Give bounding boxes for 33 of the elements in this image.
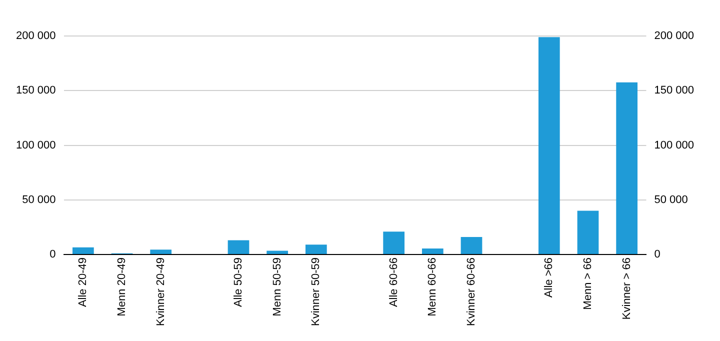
- x-tick-label: Alle 20-49: [77, 258, 90, 308]
- x-tick-label: Kvinner 50-59: [310, 258, 322, 326]
- x-tick-label: Menn 50-59: [271, 258, 284, 316]
- bar: [577, 210, 599, 254]
- bar: [383, 232, 405, 254]
- bar: [305, 244, 327, 254]
- bar: [538, 37, 560, 254]
- x-tick-label: Kvinner 60-66: [466, 258, 478, 326]
- x-tick-label: Alle 50-59: [232, 258, 245, 308]
- x-tick-label: Kvinner 20-49: [154, 258, 167, 326]
- bar: [228, 240, 250, 254]
- y2-tick-label: 0: [654, 248, 660, 261]
- x-tick-label: Menn 60-66: [426, 258, 439, 316]
- bar: [460, 237, 482, 254]
- bar: [266, 250, 288, 254]
- y-tick-label: 0: [50, 248, 56, 261]
- x-tick-label: Kvinner > 66: [620, 258, 633, 320]
- y-tick-label: 150 000: [16, 84, 56, 97]
- y2-tick-label: 200 000: [654, 30, 694, 42]
- bar: [422, 248, 444, 254]
- bar: [616, 82, 638, 254]
- x-tick-label: Alle >66: [543, 258, 556, 298]
- bar: [150, 250, 172, 254]
- x-tick-label: Menn > 66: [582, 258, 594, 310]
- y-tick-label: 50 000: [22, 194, 56, 206]
- bar: [72, 247, 94, 254]
- y-tick-label: 200 000: [16, 30, 56, 42]
- y2-tick-label: 150 000: [654, 84, 694, 97]
- y-tick-label: 100 000: [16, 139, 56, 152]
- y2-tick-label: 100 000: [654, 139, 694, 152]
- x-tick-label: Menn 20-49: [116, 258, 128, 316]
- y2-tick-label: 50 000: [654, 194, 688, 206]
- x-tick-label: Alle 60-66: [388, 258, 400, 308]
